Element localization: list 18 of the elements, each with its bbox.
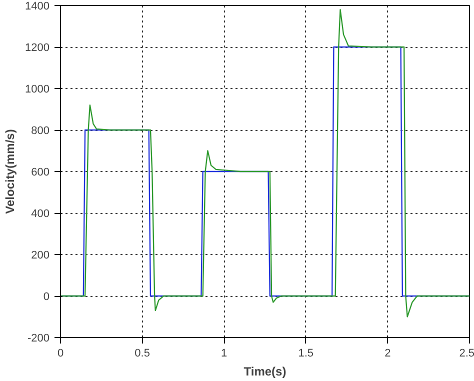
- x-tick-label: 2.5: [459, 348, 474, 360]
- x-tick-label: 1: [221, 348, 228, 360]
- line-series: [60, 9, 470, 318]
- y-axis-title: Velocity(mm/s): [3, 129, 18, 214]
- y-tick-label: 800: [31, 125, 50, 137]
- y-tick-label: 1000: [25, 84, 50, 96]
- y-tick-label: 0: [43, 291, 50, 303]
- x-tick-label: 1.5: [298, 348, 314, 360]
- x-tick-label: 0: [57, 348, 64, 360]
- y-tick-label: 200: [31, 250, 50, 262]
- y-tick-label: -200: [27, 332, 50, 344]
- y-tick-label: 1200: [25, 42, 50, 54]
- y-tick-label: 400: [31, 208, 50, 220]
- x-tick-label: 0.5: [134, 348, 150, 360]
- x-tick-label: 2: [384, 348, 391, 360]
- y-tick-label: 1400: [25, 0, 50, 12]
- x-axis-title: Time(s): [244, 364, 286, 378]
- y-tick-label: 600: [31, 166, 50, 178]
